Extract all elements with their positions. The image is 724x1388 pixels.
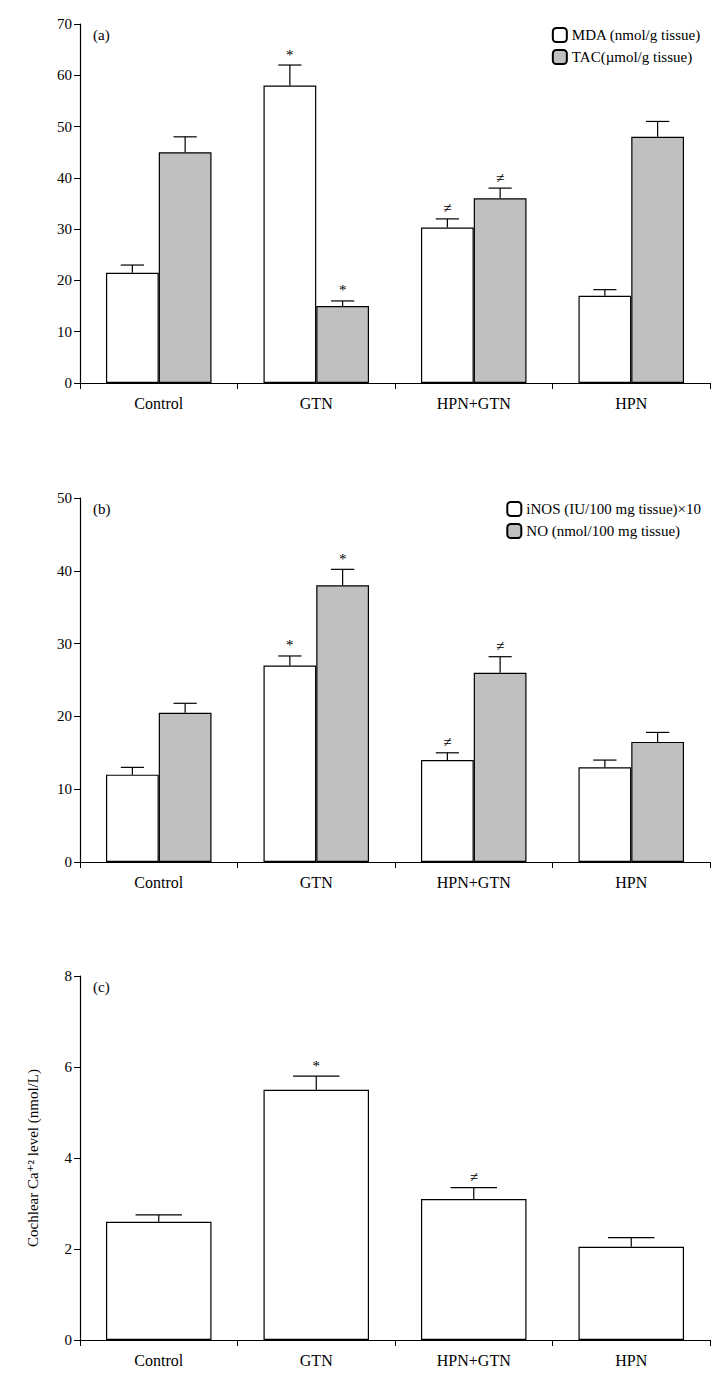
svg-text:*: *	[339, 551, 347, 567]
svg-text:HPN+GTN: HPN+GTN	[437, 1352, 511, 1369]
svg-text:40: 40	[57, 170, 72, 186]
svg-text:Control: Control	[134, 874, 183, 891]
svg-text:8: 8	[65, 968, 73, 984]
svg-text:iNOS (IU/100 mg tissue)×10: iNOS (IU/100 mg tissue)×10	[526, 501, 701, 518]
svg-text:50: 50	[57, 119, 72, 135]
svg-text:(c): (c)	[93, 979, 110, 996]
svg-text:60: 60	[57, 67, 72, 83]
svg-text:≠: ≠	[443, 200, 451, 216]
svg-text:70: 70	[57, 16, 72, 32]
svg-text:Cochlear Ca⁺² level (nmol/L): Cochlear Ca⁺² level (nmol/L)	[25, 1069, 42, 1247]
svg-text:Control: Control	[134, 395, 183, 412]
svg-text:HPN: HPN	[615, 1352, 647, 1369]
svg-text:MDA (nmol/g tissue): MDA (nmol/g tissue)	[572, 27, 700, 44]
svg-text:20: 20	[57, 708, 72, 724]
svg-text:*: *	[286, 637, 294, 653]
svg-text:(a): (a)	[93, 27, 110, 44]
svg-text:0: 0	[65, 854, 73, 870]
svg-text:0: 0	[65, 1332, 73, 1348]
svg-text:GTN: GTN	[300, 395, 333, 412]
svg-text:*: *	[313, 1058, 321, 1074]
svg-text:(b): (b)	[93, 501, 111, 518]
svg-text:*: *	[339, 282, 347, 298]
svg-text:40: 40	[57, 563, 72, 579]
svg-text:10: 10	[57, 324, 72, 340]
svg-text:≠: ≠	[496, 638, 504, 654]
svg-text:2: 2	[65, 1241, 73, 1257]
svg-text:HPN+GTN: HPN+GTN	[437, 874, 511, 891]
svg-text:≠: ≠	[470, 1169, 478, 1185]
svg-text:20: 20	[57, 272, 72, 288]
svg-text:4: 4	[65, 1150, 73, 1166]
svg-text:NO (nmol/100 mg tissue): NO (nmol/100 mg tissue)	[526, 523, 680, 540]
svg-text:≠: ≠	[496, 170, 504, 186]
svg-text:≠: ≠	[443, 734, 451, 750]
svg-text:HPN+GTN: HPN+GTN	[437, 395, 511, 412]
svg-text:30: 30	[57, 636, 72, 652]
svg-text:Control: Control	[134, 1352, 183, 1369]
svg-text:*: *	[286, 47, 294, 63]
svg-text:0: 0	[65, 375, 73, 391]
svg-text:6: 6	[65, 1059, 73, 1075]
svg-text:30: 30	[57, 221, 72, 237]
svg-text:GTN: GTN	[300, 874, 333, 891]
svg-text:50: 50	[57, 490, 72, 506]
svg-text:TAC(µmol/g tissue): TAC(µmol/g tissue)	[572, 49, 692, 66]
svg-text:GTN: GTN	[300, 1352, 333, 1369]
svg-text:10: 10	[57, 781, 72, 797]
svg-text:HPN: HPN	[615, 395, 647, 412]
svg-text:HPN: HPN	[615, 874, 647, 891]
